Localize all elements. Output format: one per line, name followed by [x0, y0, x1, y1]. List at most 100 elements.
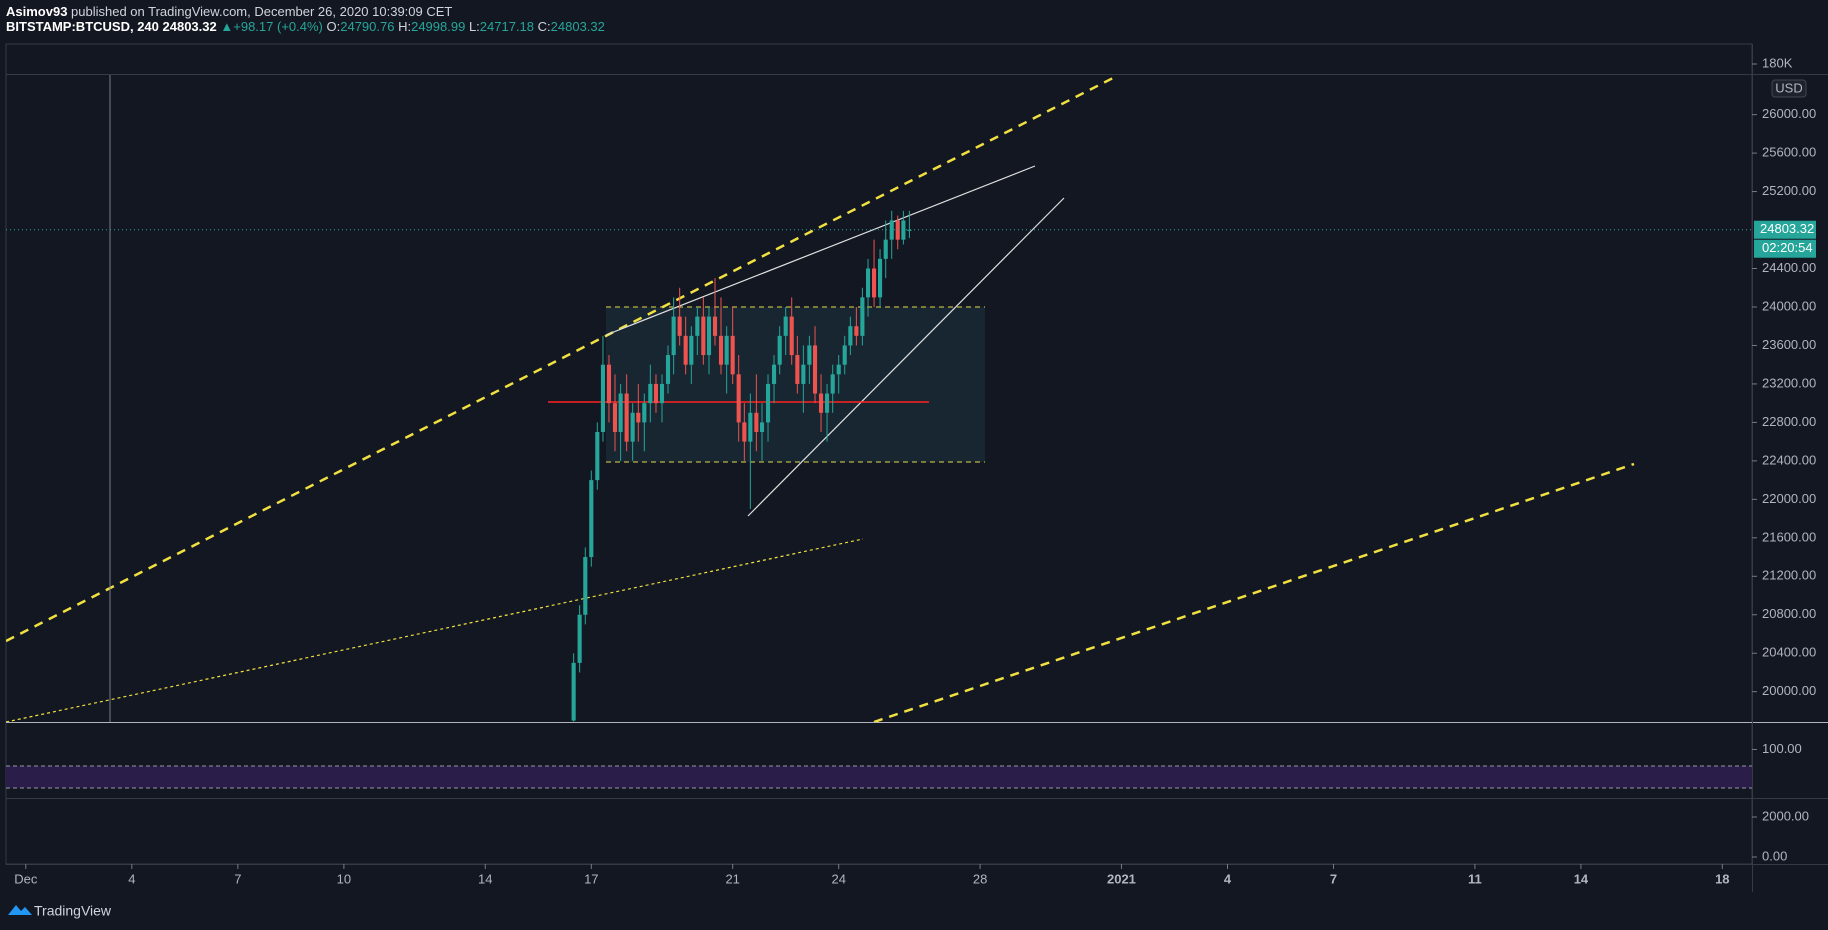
- candle-body: [765, 383, 771, 423]
- candle-body: [889, 220, 894, 240]
- published: published on TradingView.com, December 2…: [67, 4, 453, 19]
- low-value: 24717.18: [479, 19, 535, 34]
- trend-dotted: [6, 538, 864, 722]
- x-tick-label: 4: [128, 871, 135, 886]
- drawings: [6, 75, 1635, 722]
- channel-lower: [873, 462, 1635, 722]
- candle-body: [659, 383, 665, 404]
- candle-body: [842, 345, 847, 365]
- candle-body: [618, 393, 623, 433]
- candle-body: [571, 662, 576, 721]
- y-tick-label: 24000.00: [1762, 298, 1816, 313]
- x-tick-label: 17: [584, 871, 598, 886]
- last-price-box: [1754, 220, 1816, 239]
- x-tick-label: 14: [1574, 871, 1589, 886]
- y-tick-label: 23200.00: [1762, 375, 1816, 390]
- x-tick-label: 4: [1224, 871, 1232, 886]
- candle-body: [595, 432, 600, 481]
- open-label: O:: [326, 19, 341, 34]
- candle-body: [671, 316, 676, 356]
- candle-body: [648, 383, 653, 404]
- x-tick-label: 2021: [1107, 871, 1136, 886]
- candle-body: [848, 326, 853, 346]
- change: +98.17 (+0.4%): [233, 19, 323, 34]
- candle-body: [818, 393, 824, 413]
- candle-body: [742, 422, 747, 442]
- high-value: 24998.99: [411, 19, 466, 34]
- candle-body: [807, 345, 812, 365]
- candle-body: [724, 335, 729, 365]
- last-price: 24803.32: [162, 19, 217, 34]
- candle-body: [871, 268, 877, 298]
- x-tick-label: Dec: [14, 871, 38, 886]
- range-box: [606, 307, 985, 462]
- symbol-line: BITSTAMP:BTCUSD, 240 24803.32 ▲+98.17 (+…: [6, 19, 605, 34]
- candle-body: [636, 412, 641, 423]
- candle-body: [759, 422, 765, 433]
- candle-body: [877, 258, 883, 298]
- candle-body: [706, 316, 712, 356]
- y-tick-label: 25200.00: [1762, 183, 1816, 198]
- y-tick-label: 20400.00: [1762, 645, 1816, 660]
- x-tick-label: 18: [1715, 871, 1729, 886]
- candle-body: [612, 403, 618, 433]
- close-label: C:: [537, 19, 551, 34]
- y-tick-label: 25600.00: [1762, 145, 1816, 160]
- candle-body: [777, 335, 782, 365]
- y-tick-label: 180K: [1762, 55, 1793, 70]
- candle-body: [701, 316, 706, 356]
- rsi-band: [6, 766, 1752, 788]
- candle-body: [789, 316, 794, 356]
- candle-body: [854, 326, 859, 336]
- countdown: 02:20:54: [1762, 240, 1813, 255]
- candle-body: [642, 403, 647, 423]
- x-tick-label: 11: [1468, 871, 1482, 886]
- candle-body: [783, 316, 788, 336]
- candle-body: [907, 229, 912, 231]
- y-tick-label: 2000.00: [1762, 808, 1809, 823]
- symbol: BITSTAMP:BTCUSD, 240: [6, 19, 159, 34]
- candles: [571, 210, 912, 722]
- candle-body: [712, 316, 718, 336]
- x-tick-label: 7: [234, 871, 241, 886]
- brand: TradingView: [34, 903, 112, 919]
- candle-body: [677, 316, 682, 336]
- wedge-lower: [747, 197, 1065, 517]
- candle-body: [683, 335, 688, 365]
- change-icon: ▲: [220, 19, 234, 34]
- candle-body: [718, 335, 724, 365]
- high-label: H:: [398, 19, 412, 34]
- candle-body: [748, 412, 753, 442]
- pane-frames: [5, 43, 1828, 892]
- x-tick-label: 24: [831, 871, 845, 886]
- y-tick-label: 21600.00: [1762, 529, 1816, 544]
- currency: USD: [1775, 80, 1802, 95]
- candle-body: [901, 220, 906, 240]
- low-label: L:: [468, 19, 480, 34]
- currency-badge: [1771, 79, 1807, 98]
- wedge-upper: [605, 165, 1036, 336]
- candle-body: [624, 393, 629, 442]
- candle-body: [606, 364, 612, 404]
- candle-body: [860, 297, 865, 336]
- author: Asimov93: [6, 4, 68, 19]
- x-tick-label: 21: [725, 871, 739, 886]
- candle-body: [730, 335, 735, 375]
- candle-body: [824, 393, 830, 413]
- x-tick-label: 14: [478, 871, 492, 886]
- candle-body: [577, 614, 582, 663]
- y-tick-label: 22000.00: [1762, 491, 1816, 506]
- candle-body: [771, 364, 777, 384]
- y-tick-label: 100.00: [1762, 741, 1802, 756]
- y-tick-label: 20000.00: [1762, 683, 1816, 698]
- candle-body: [883, 239, 888, 259]
- y-tick-label: 22400.00: [1762, 452, 1816, 467]
- candle-body: [830, 374, 835, 394]
- candle-body: [630, 412, 635, 442]
- candle-body: [589, 480, 594, 558]
- candle-body: [583, 557, 588, 615]
- y-tick-label: 26000.00: [1762, 106, 1816, 121]
- candle-body: [665, 355, 671, 384]
- candle-body: [689, 335, 694, 365]
